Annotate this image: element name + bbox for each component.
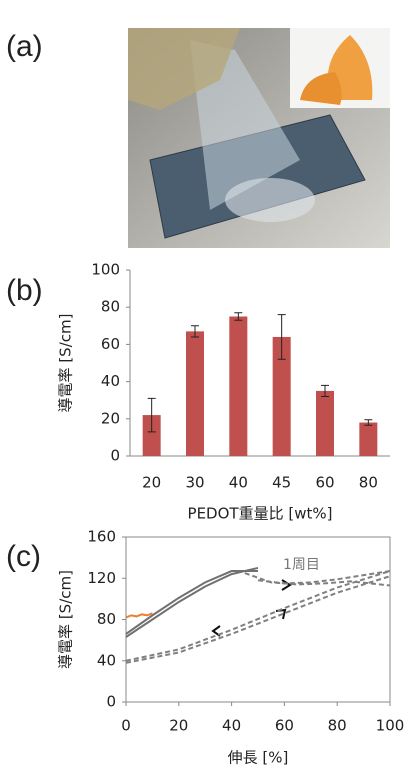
- y-tick-label: 20: [101, 409, 120, 427]
- y-tick-label: 60: [101, 335, 120, 353]
- y-tick-label: 120: [87, 569, 116, 587]
- y-tick-label: 80: [101, 298, 120, 316]
- panel-label: (c): [6, 540, 41, 573]
- y-tick-label: 160: [87, 528, 116, 546]
- x-tick-label: 20: [169, 717, 188, 735]
- y-tick-label: 40: [101, 372, 120, 390]
- series-line: [126, 613, 152, 617]
- series-line: [126, 571, 390, 661]
- bar: [186, 331, 204, 456]
- bar: [359, 423, 377, 456]
- x-tick-label: 30: [185, 474, 204, 492]
- page: (a) (b) (c) 0 20 40 60 80 100 20 30 40 45 60 80 PEDO…: [0, 0, 407, 770]
- x-tick-label: 20: [142, 474, 161, 492]
- x-axis-label: PEDOT重量比 [wt%]: [188, 505, 333, 523]
- photo: [128, 28, 390, 248]
- x-tick-label: 60: [275, 717, 294, 735]
- x-tick-label: 40: [229, 474, 248, 492]
- figure: (a) (b) (c) 0 20 40 60 80 100 20 30 40 45 60 80 PEDO…: [0, 0, 407, 770]
- y-tick-label: 40: [97, 651, 116, 669]
- y-tick-label: 0: [106, 693, 116, 711]
- y-tick-label: 0: [110, 447, 120, 465]
- x-axis-label: 伸長 [%]: [228, 749, 289, 767]
- arrow: [282, 580, 290, 590]
- x-tick-label: 40: [222, 717, 241, 735]
- arrows: [213, 580, 290, 636]
- droplet: [225, 178, 315, 222]
- bar: [229, 317, 247, 457]
- x-tick-label: 80: [359, 474, 378, 492]
- x-tick-label: 45: [272, 474, 291, 492]
- x-tick-label: 80: [328, 717, 347, 735]
- series-line: [126, 568, 258, 637]
- x-tick-label: 100: [376, 717, 405, 735]
- y-tick-label: 80: [97, 610, 116, 628]
- x-tick-label: 60: [315, 474, 334, 492]
- annotation: 1周目: [283, 557, 320, 573]
- y-axis-label: 導電率 [S/cm]: [57, 570, 75, 669]
- series-line: [245, 573, 390, 585]
- panel-label: (a): [6, 30, 43, 63]
- panel-label: (b): [6, 274, 43, 307]
- x-tick-label: 0: [121, 717, 131, 735]
- y-tick-label: 100: [91, 261, 120, 279]
- bar: [316, 391, 334, 456]
- y-axis-label: 導電率 [S/cm]: [57, 314, 75, 413]
